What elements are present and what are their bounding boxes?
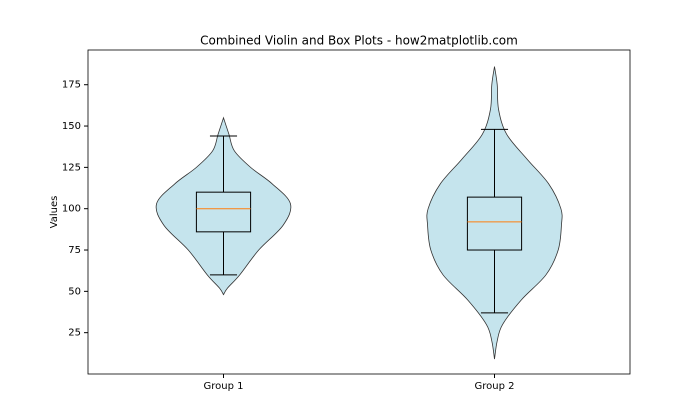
box [195,191,252,233]
y-tick-label: 25 [68,328,81,339]
y-tick-label: 50 [68,286,81,297]
violin-body [155,116,292,296]
y-tick-label: 100 [62,204,81,215]
y-tick-label: 125 [62,162,81,173]
axes-frame [87,49,631,375]
chart-title: Combined Violin and Box Plots - how2matp… [200,34,518,48]
y-tick-label: 175 [62,80,81,91]
y-axis-label: Values [49,196,60,229]
box [466,196,523,251]
x-tick-label: Group 2 [475,381,515,392]
x-tick-label: Group 1 [204,381,244,392]
y-tick-label: 75 [68,245,81,256]
violin-body [426,66,563,360]
y-tick-label: 150 [62,121,81,132]
